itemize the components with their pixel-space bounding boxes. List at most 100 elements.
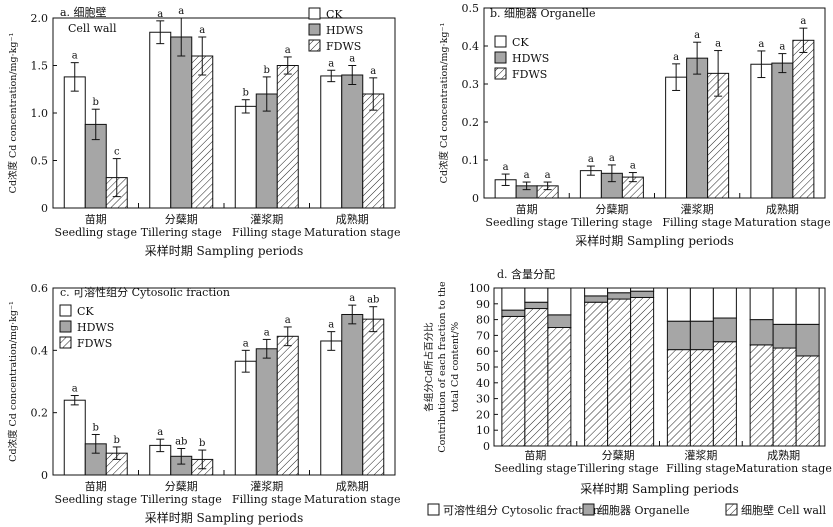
bar-segment-organelle	[630, 290, 655, 298]
bar-ck	[234, 105, 257, 209]
bar-hdws	[341, 74, 364, 209]
significance-letter: a	[503, 162, 509, 173]
significance-letter: a	[264, 327, 270, 338]
x-category-en: Maturation stage	[734, 216, 830, 229]
x-category-cn: 分蘖期	[165, 212, 198, 226]
bar-hdws	[686, 57, 709, 199]
significance-letter: a	[545, 170, 551, 181]
significance-letter: a	[72, 51, 78, 62]
bar-hdws	[255, 348, 278, 476]
y-tick-label: 1.5	[31, 60, 49, 73]
bar-fdws	[362, 318, 385, 476]
x-category-en: Maturation stage	[304, 493, 400, 506]
legend-swatch	[494, 51, 507, 64]
legend-label: CK	[512, 36, 529, 49]
y-tick-label: 30	[476, 393, 490, 406]
bar-segment-cell-wall	[501, 315, 526, 447]
legend-swatch	[427, 503, 440, 516]
y-axis-label: Contribution of each fraction to the	[437, 281, 448, 453]
bar-ck	[320, 340, 343, 476]
bar-segment-cell-wall	[712, 341, 737, 447]
bar-segment-cell-wall	[749, 344, 774, 447]
x-category-cn: 成熟期	[336, 479, 369, 493]
bar-segment-cytosolic	[712, 287, 737, 319]
significance-letter: b	[199, 438, 205, 449]
y-tick-label: 0.2	[31, 407, 49, 420]
x-category-en: Seedling stage	[485, 216, 567, 229]
significance-letter: a	[630, 161, 636, 172]
significance-letter: a	[694, 30, 700, 41]
bar-fdws	[792, 39, 815, 199]
bar-ck	[750, 63, 773, 199]
y-tick-label: 0.6	[31, 282, 49, 295]
bar-segment-cell-wall	[607, 298, 632, 447]
bar-segment-cell-wall	[547, 327, 572, 447]
x-category-en: Seedling stage	[494, 462, 576, 475]
y-tick-label: 0.2	[462, 116, 480, 129]
x-category-cn: 分蘖期	[602, 448, 635, 462]
legend-label: HDWS	[326, 24, 363, 37]
x-category-cn: 分蘖期	[165, 479, 198, 493]
y-tick-label: 1.0	[31, 107, 49, 120]
x-category-en: Tillering stage	[571, 216, 652, 229]
bar-ck	[665, 76, 688, 199]
significance-letter: a	[349, 293, 355, 304]
y-tick-label: 40	[476, 377, 490, 390]
bar-ck	[63, 399, 86, 476]
significance-letter: a	[349, 54, 355, 65]
bar-segment-organelle	[689, 320, 714, 351]
bar-ck	[63, 76, 86, 209]
bar-segment-cytosolic	[795, 287, 820, 325]
x-category-en: Filling stage	[662, 216, 732, 229]
x-category-en: Filling stage	[232, 493, 302, 506]
legend-swatch	[59, 336, 72, 349]
bar-fdws	[362, 93, 385, 209]
y-tick-label: 0.1	[462, 154, 480, 167]
bar-segment-cell-wall	[630, 296, 655, 447]
bar-hdws	[771, 62, 794, 199]
y-axis-label: total Cd content/%	[450, 322, 461, 412]
bar-segment-cell-wall	[795, 355, 820, 447]
bar-segment-cytosolic	[547, 287, 572, 316]
bar-segment-cell-wall	[524, 308, 549, 447]
significance-letter: a	[673, 52, 679, 63]
bar-ck	[149, 31, 172, 209]
legend-label: CK	[326, 8, 343, 21]
x-axis-label: 采样时期 Sampling periods	[145, 243, 304, 258]
bar-segment-organelle	[584, 295, 609, 303]
bar-segment-cytosolic	[749, 287, 774, 321]
x-category-cn: 灌浆期	[684, 448, 717, 462]
x-category-cn: 成熟期	[767, 448, 800, 462]
bar-segment-cytosolic	[607, 287, 632, 294]
y-tick-label: 0.4	[31, 344, 49, 357]
significance-letter: a	[779, 42, 785, 53]
bar-segment-organelle	[749, 319, 774, 346]
significance-letter: a	[370, 66, 376, 77]
panel-title: b. 细胞器 Organelle	[490, 7, 596, 20]
x-category-en: Seedling stage	[55, 493, 137, 506]
bar-segment-cytosolic	[501, 287, 526, 311]
significance-letter: a	[243, 338, 249, 349]
y-tick-label: 0	[483, 440, 490, 453]
y-tick-label: 60	[476, 345, 490, 358]
bar-fdws	[276, 65, 299, 209]
bar-hdws	[341, 313, 364, 476]
y-axis-label: Cd浓度 Cd concentration/mg·kg⁻¹	[7, 32, 19, 193]
x-category-cn: 灌浆期	[250, 479, 283, 493]
y-tick-label: 10	[476, 424, 490, 437]
legend-label: 细胞器 Organelle	[598, 504, 690, 517]
legend-swatch	[308, 23, 321, 36]
bar-segment-cytosolic	[772, 287, 797, 325]
x-category-en: Maturation stage	[735, 462, 831, 475]
bar-segment-cytosolic	[630, 287, 655, 292]
significance-letter: a	[588, 154, 594, 165]
legend-label: 细胞壁 Cell wall	[741, 503, 826, 517]
legend-swatch	[494, 35, 507, 48]
significance-letter: b	[264, 65, 270, 76]
significance-letter: a	[72, 384, 78, 395]
bar-ck	[234, 360, 257, 476]
legend-swatch	[582, 503, 595, 516]
y-tick-label: 90	[476, 298, 490, 311]
